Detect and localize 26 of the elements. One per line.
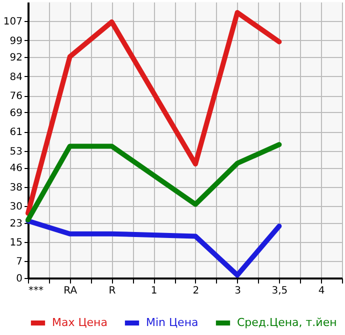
y-tick-label: 15	[10, 238, 22, 248]
x-tick-label: RA	[64, 286, 78, 296]
x-tick-label: ***	[28, 286, 44, 296]
y-tick-label: 7	[16, 256, 22, 268]
legend-label: Min Цена	[146, 316, 198, 329]
y-tick-label: 38	[10, 182, 22, 194]
y-tick-label: 107	[3, 16, 22, 28]
y-tick-label: 53	[10, 146, 22, 158]
y-tick-label: 69	[10, 108, 22, 119]
x-tick-label: R	[108, 286, 116, 296]
x-tick-label: 2	[192, 286, 200, 296]
legend-label: Max Цена	[52, 316, 108, 329]
x-tick-label: 4	[318, 286, 325, 296]
x-tick-label: 1	[150, 286, 158, 296]
y-tick-label: 92	[10, 52, 22, 64]
y-tick-label: 84	[10, 72, 22, 83]
y-tick-label: 99	[10, 36, 22, 47]
x-tick-label: 3	[234, 286, 242, 296]
y-tick-label: 0	[16, 274, 22, 284]
y-tick-label: 46	[10, 163, 22, 174]
y-tick-label: 30	[10, 202, 22, 212]
legend-label: Сред.Цена, т.йен	[237, 316, 337, 329]
y-tick-label: 76	[10, 91, 22, 102]
y-tick-label: 61	[10, 127, 22, 138]
y-tick-label: 23	[10, 218, 22, 230]
x-tick-label: 3,5	[272, 286, 288, 296]
